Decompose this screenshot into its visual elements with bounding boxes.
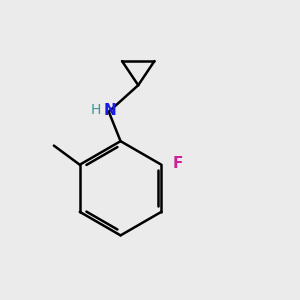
Text: N: N bbox=[104, 103, 117, 118]
Text: F: F bbox=[172, 156, 183, 171]
Text: H: H bbox=[90, 103, 101, 117]
